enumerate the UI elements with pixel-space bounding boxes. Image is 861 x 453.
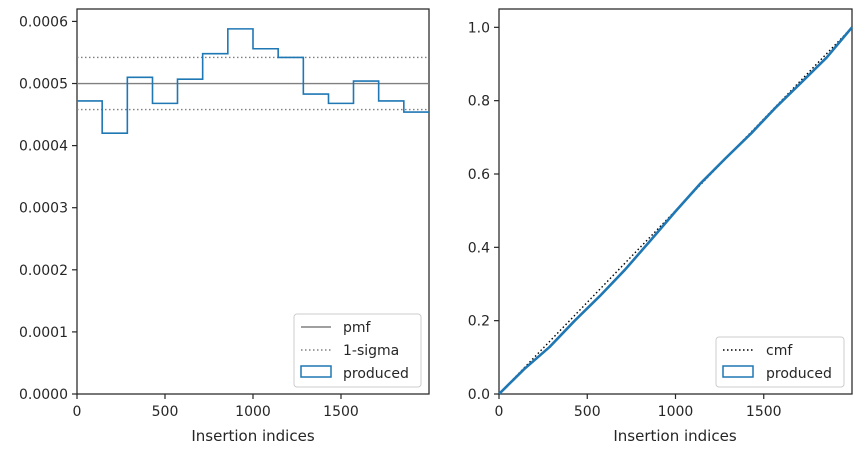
legend-produced-label: produced xyxy=(343,366,409,382)
cumulative-x-axis: 0 500 1000 1500 xyxy=(495,394,782,420)
x-tick-label: 500 xyxy=(574,404,601,420)
y-tick-label: 0.0004 xyxy=(19,139,68,155)
y-tick-label: 0.2 xyxy=(468,314,490,330)
histogram-legend-box xyxy=(293,313,422,388)
legend-produced-label: produced xyxy=(766,366,832,382)
cumulative-plot-area xyxy=(498,26,853,395)
histogram-y-axis: 0.0000 0.0001 0.0002 0.0003 0.0004 0.0005 0.00… xyxy=(19,14,77,403)
cumulative-panel: 0.0 0.2 0.4 0.6 0.8 1.0 0 500 1000 1500 Insertio… xyxy=(468,8,853,445)
cumulative-plot-frame xyxy=(498,8,853,395)
cumulative-legend: cmf produced xyxy=(715,336,845,388)
histogram-x-axis: 0 500 1000 1500 xyxy=(73,394,359,420)
histogram-panel: 0.0000 0.0001 0.0002 0.0003 0.0004 0.0005 0.00… xyxy=(19,8,430,445)
legend-pmf-label: pmf xyxy=(343,320,372,336)
legend-cmf-label: cmf xyxy=(766,343,793,359)
produced-cumulative-line xyxy=(498,26,853,395)
y-tick-label: 0.0000 xyxy=(19,387,68,403)
x-tick-label: 1500 xyxy=(746,404,782,420)
legend-produced-swatch xyxy=(722,365,754,378)
histogram-x-axis-label: Insertion indices xyxy=(191,427,314,445)
y-tick-label: 0.0003 xyxy=(19,201,68,217)
histogram-plot-area xyxy=(77,28,429,134)
y-tick-label: 0.6 xyxy=(468,167,490,183)
cmf-line xyxy=(498,26,853,395)
x-tick-label: 1500 xyxy=(323,404,359,420)
y-tick-label: 0.0006 xyxy=(19,14,68,30)
y-tick-label: 0.4 xyxy=(468,240,490,256)
y-tick-label: 0.0002 xyxy=(19,263,68,279)
cumulative-y-axis: 0.0 0.2 0.4 0.6 0.8 1.0 xyxy=(468,20,499,403)
x-tick-label: 1000 xyxy=(235,404,271,420)
legend-1-sigma-label: 1-sigma xyxy=(343,343,399,359)
produced-histogram-step xyxy=(77,28,429,134)
y-tick-label: 0.0005 xyxy=(19,77,68,93)
y-tick-label: 1.0 xyxy=(468,20,490,36)
cumulative-x-axis-label: Insertion indices xyxy=(613,427,736,445)
y-tick-label: 0.0001 xyxy=(19,325,68,341)
x-tick-label: 1000 xyxy=(658,404,694,420)
y-tick-label: 0.0 xyxy=(468,387,490,403)
x-tick-label: 0 xyxy=(495,404,504,420)
x-tick-label: 0 xyxy=(73,404,82,420)
x-tick-label: 500 xyxy=(152,404,179,420)
histogram-legend: pmf 1-sigma produced xyxy=(293,313,422,388)
legend-produced-swatch xyxy=(300,365,332,378)
y-tick-label: 0.8 xyxy=(468,94,490,110)
